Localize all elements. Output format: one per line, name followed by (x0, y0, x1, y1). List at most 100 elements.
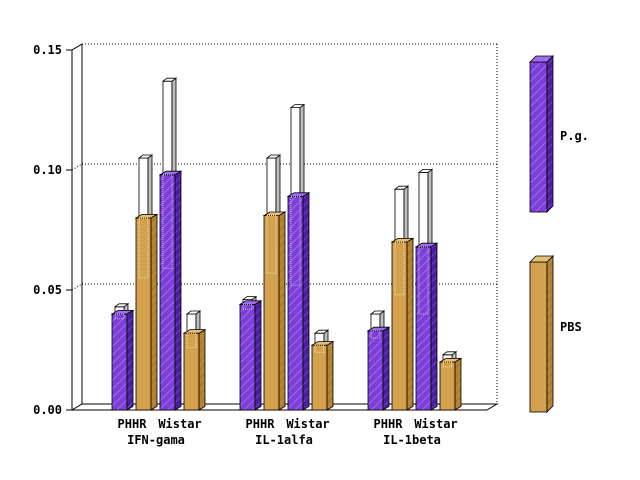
error-box-top (289, 104, 306, 108)
bar-side (126, 309, 134, 411)
error-lower (162, 174, 173, 269)
y-tick-label: 0.10 (33, 163, 62, 177)
error-box-top (441, 351, 458, 356)
bar (438, 357, 463, 411)
error-box-top (113, 303, 130, 308)
error-lower (418, 246, 429, 315)
bar-side (382, 326, 390, 411)
error-box-side (147, 154, 153, 219)
y-tick-label: 0.00 (33, 403, 62, 417)
error-bar (393, 185, 410, 243)
error-box-top (241, 296, 258, 301)
error-bar (289, 103, 306, 198)
error-bar (265, 154, 282, 217)
bar-side (326, 340, 334, 411)
legend-item: P.g. (529, 55, 589, 213)
bar-face (439, 361, 456, 411)
error-box-side (403, 185, 409, 243)
y-tick-label: 0.15 (33, 43, 62, 57)
error-lower (242, 303, 253, 310)
error-box (138, 157, 149, 219)
bar-face (287, 195, 304, 411)
bar-face (183, 332, 200, 411)
error-lower (314, 344, 325, 353)
bar (134, 213, 159, 411)
bar-side (406, 237, 414, 411)
legend-swatch-top (529, 255, 554, 263)
x-group-label: IFN-gama (127, 433, 185, 447)
error-lower (442, 361, 453, 368)
bar-side (278, 211, 286, 411)
error-bar (137, 154, 154, 219)
x-category-label: Wistar (158, 417, 201, 431)
bar-side (430, 242, 438, 411)
legend: P.g. PBS (529, 55, 589, 413)
error-box (162, 80, 173, 176)
error-box (290, 107, 301, 197)
bars (110, 77, 463, 411)
error-box-top (393, 185, 410, 190)
bar-side (454, 357, 462, 411)
error-lower (370, 330, 381, 339)
error-lower (290, 195, 301, 286)
error-box-top (137, 154, 154, 159)
bar (286, 192, 311, 411)
legend-item: PBS (529, 255, 582, 413)
legend-label: P.g. (560, 129, 589, 143)
error-lower (138, 217, 149, 279)
gridline-depth (71, 163, 83, 171)
x-category-label: PHHR (246, 417, 276, 431)
bar (310, 340, 335, 411)
bar-face (239, 303, 256, 411)
bar-side (198, 328, 206, 411)
bar (262, 211, 287, 411)
bar (390, 237, 415, 411)
error-bar (369, 310, 386, 332)
bar (110, 309, 135, 411)
error-bar (417, 168, 434, 248)
y-tick-label: 0.05 (33, 283, 62, 297)
error-box-side (275, 154, 281, 217)
bar-face (111, 313, 128, 411)
x-category-label: PHHR (374, 417, 404, 431)
error-box-top (161, 77, 178, 82)
y-ticks: 0.00 0.05 0.10 0.15 (33, 43, 72, 417)
x-category-label: PHHR (118, 417, 148, 431)
error-box-top (369, 310, 386, 315)
error-box (266, 157, 277, 216)
x-category-label: Wistar (414, 417, 457, 431)
bar-side (174, 170, 182, 411)
bar-face (367, 330, 384, 411)
error-box-side (299, 103, 305, 198)
error-box (394, 188, 405, 243)
bar-side (302, 192, 310, 411)
error-box-top (417, 168, 434, 173)
error-lower (114, 313, 125, 320)
bar-face (263, 215, 280, 411)
error-lower (266, 215, 277, 274)
error-bar (161, 77, 178, 176)
legend-swatch-side (546, 55, 554, 213)
bar-side (150, 213, 158, 411)
error-box-side (171, 77, 177, 176)
bar-face (391, 241, 408, 411)
error-box-top (185, 310, 202, 315)
error-lower (394, 241, 405, 296)
bar-face (311, 344, 328, 411)
error-box-top (313, 329, 330, 334)
gridline-depth (71, 283, 83, 291)
bar (414, 242, 439, 411)
bar (238, 300, 263, 411)
error-box (418, 171, 429, 248)
legend-swatch-side (546, 255, 554, 413)
bar-face (415, 246, 432, 411)
error-lower (186, 332, 197, 349)
legend-label: PBS (560, 320, 582, 334)
bar-side (254, 300, 262, 411)
x-category-label: Wistar (286, 417, 329, 431)
bar-face (135, 217, 152, 411)
legend-swatch (529, 61, 548, 213)
bar-face (159, 174, 176, 411)
x-labels: PHHR Wistar IFN-gama PHHR Wistar IL-1alfa PHHR… (118, 417, 458, 447)
